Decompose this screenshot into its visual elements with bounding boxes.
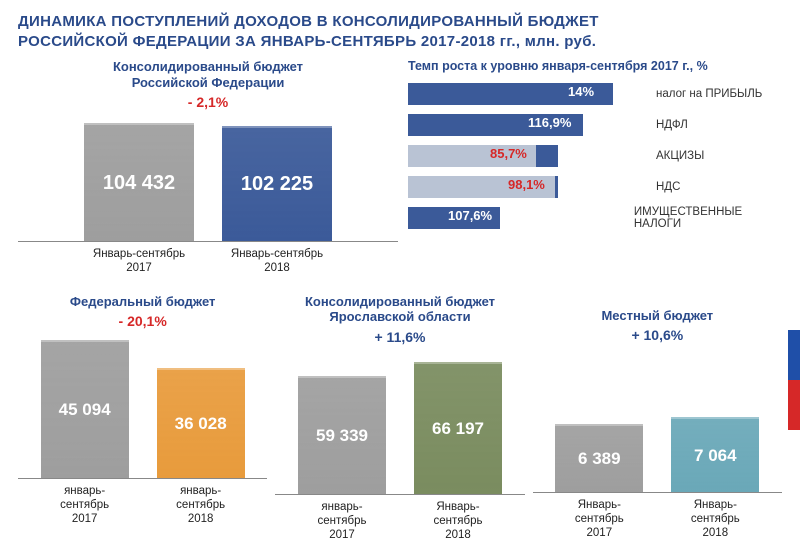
bar-label: Январь-сентябрь2018 <box>671 499 759 540</box>
page-title-line1: ДИНАМИКА ПОСТУПЛЕНИЙ ДОХОДОВ В КОНСОЛИДИ… <box>18 12 782 32</box>
bar-col: 7 064 <box>671 345 759 492</box>
chart-consolidated-rf: Консолидированный бюджет Российской Феде… <box>18 59 398 276</box>
growth-label: НДФЛ <box>656 119 688 131</box>
bar-col: 6 389 <box>555 345 643 492</box>
bars-area: 45 094 36 028 <box>18 331 267 479</box>
growth-value: 116,9% <box>528 115 571 130</box>
bar: 36 028 <box>157 368 245 478</box>
delta-label: - 2,1% <box>18 94 398 110</box>
flag-red <box>788 380 800 430</box>
bar-2018: 102 225 <box>222 126 332 241</box>
bar-label: январь-сентябрь2017 <box>41 485 129 526</box>
growth-rows: 14% налог на ПРИБЫЛЬ 116,9% НДФЛ 85,7% АКЦИЗЫ… <box>408 81 778 231</box>
bar-label: январь-сентябрь2017 <box>298 501 386 542</box>
bar: 45 094 <box>41 340 129 478</box>
growth-row: 85,7% АКЦИЗЫ <box>408 143 778 169</box>
bar: 66 197 <box>414 362 502 494</box>
infographic-page: ДИНАМИКА ПОСТУПЛЕНИЙ ДОХОДОВ В КОНСОЛИДИ… <box>0 0 800 533</box>
bar-label: Январь-сентябрь 2017 <box>84 248 194 276</box>
flag-blue <box>788 330 800 380</box>
bar-col-2018: 102 225 <box>222 112 332 241</box>
bar-label: январь-сентябрь2018 <box>157 485 245 526</box>
bar: 6 389 <box>555 424 643 492</box>
bar-col: 59 339 <box>298 347 386 494</box>
bars-area: 59 339 66 197 <box>275 347 524 495</box>
growth-value: 14% <box>568 84 594 99</box>
growth-label: налог на ПРИБЫЛЬ <box>656 88 762 100</box>
flag-stripe <box>788 330 800 430</box>
delta-label: + 10,6% <box>533 327 782 343</box>
bar: 7 064 <box>671 417 759 492</box>
bar-col: 45 094 <box>41 331 129 478</box>
chart-title: Консолидированный бюджет Российской Феде… <box>18 59 398 90</box>
bar: 59 339 <box>298 376 386 494</box>
growth-track: 98,1% <box>408 176 648 198</box>
growth-value: 85,7% <box>490 146 527 161</box>
growth-row: 116,9% НДФЛ <box>408 112 778 138</box>
bar-col-2017: 104 432 <box>84 112 194 241</box>
bar-2017: 104 432 <box>84 123 194 241</box>
growth-row: 98,1% НДС <box>408 174 778 200</box>
delta-label: + 11,6% <box>275 329 524 345</box>
growth-label: ИМУЩЕСТВЕННЫЕ НАЛОГИ <box>634 206 778 230</box>
delta-label: - 20,1% <box>18 313 267 329</box>
growth-track: 116,9% <box>408 114 648 136</box>
bar-col: 66 197 <box>414 347 502 494</box>
bottom-row: Федеральный бюджет - 20,1% 45 09436 028 … <box>18 294 782 542</box>
growth-track: 14% <box>408 83 648 105</box>
growth-label: АКЦИЗЫ <box>656 150 704 162</box>
chart-yaroslavl: Консолидированный бюджет Ярославской обл… <box>275 294 524 542</box>
bar-col: 36 028 <box>157 331 245 478</box>
page-title-line2: РОССИЙСКОЙ ФЕДЕРАЦИИ ЗА ЯНВАРЬ-СЕНТЯБРЬ … <box>18 32 782 52</box>
chart-title: Местный бюджет <box>533 294 782 324</box>
bars-area: 6 389 7 064 <box>533 345 782 493</box>
growth-value: 107,6% <box>448 208 492 223</box>
top-row: Консолидированный бюджет Российской Феде… <box>18 59 782 276</box>
growth-rates-panel: Темп роста к уровню января-сентября 2017… <box>398 59 778 276</box>
growth-value: 98,1% <box>508 177 545 192</box>
growth-row: 14% налог на ПРИБЫЛЬ <box>408 81 778 107</box>
growth-title: Темп роста к уровню января-сентября 2017… <box>408 59 778 73</box>
bar-label: Январь-сентябрь2018 <box>414 501 502 542</box>
chart-title: Федеральный бюджет <box>18 294 267 310</box>
bar-label: Январь-сентябрь 2018 <box>222 248 332 276</box>
growth-track: 107,6% <box>408 207 626 229</box>
chart-federal: Федеральный бюджет - 20,1% 45 09436 028 … <box>18 294 267 542</box>
growth-track: 85,7% <box>408 145 648 167</box>
chart-title: Консолидированный бюджет Ярославской обл… <box>275 294 524 325</box>
bars-area: 104 432 102 225 <box>18 112 398 242</box>
chart-local: Местный бюджет + 10,6% 6 389 7 064 Январь… <box>533 294 782 542</box>
growth-row: 107,6% ИМУЩЕСТВЕННЫЕ НАЛОГИ <box>408 205 778 231</box>
growth-label: НДС <box>656 181 680 193</box>
bar-label: Январь-сентябрь2017 <box>555 499 643 540</box>
